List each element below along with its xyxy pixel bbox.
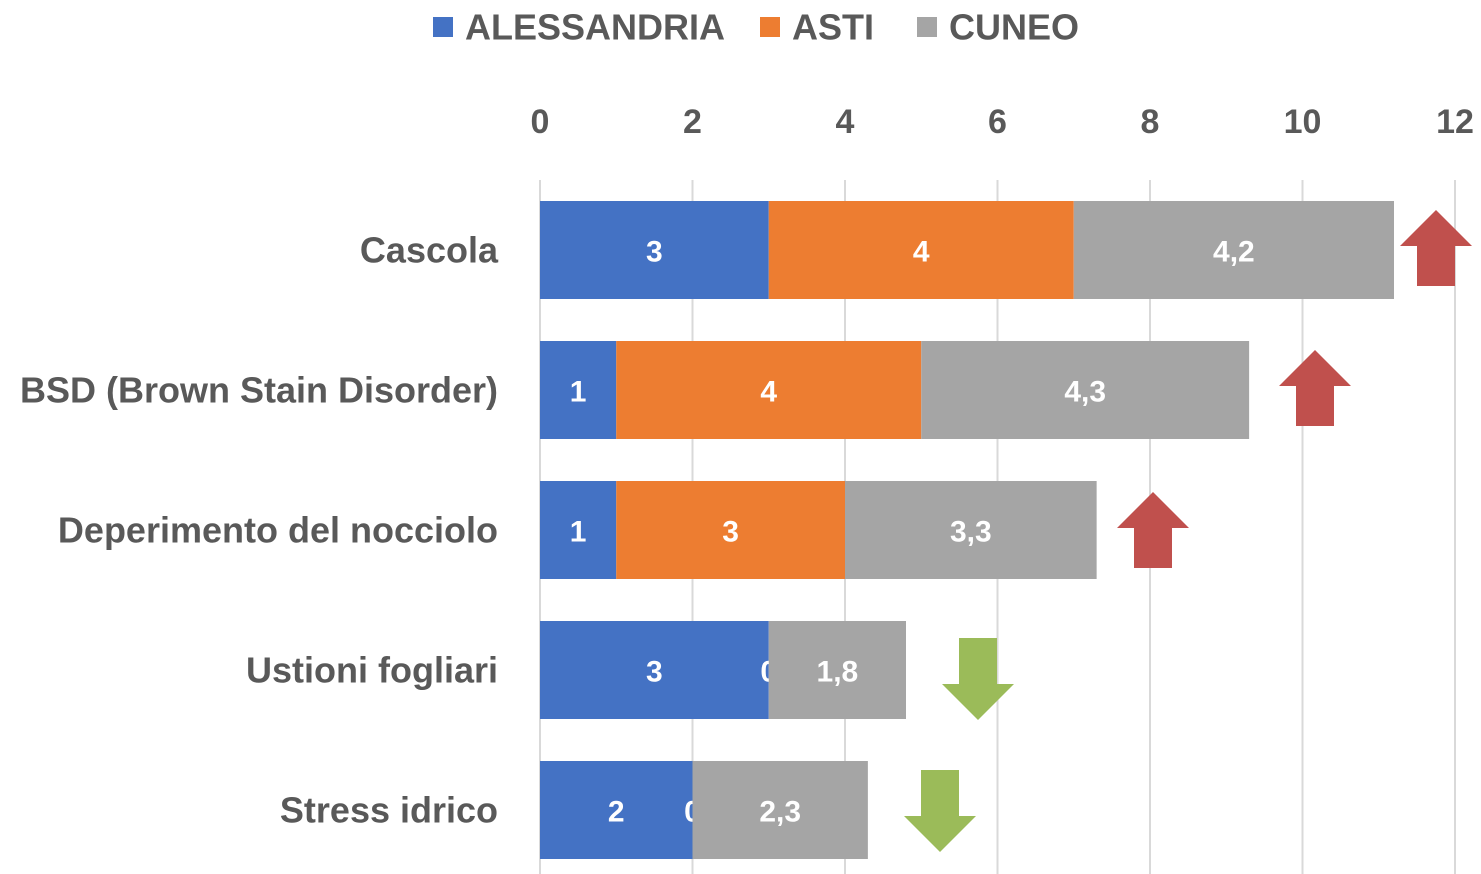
data-label: 1 (570, 376, 587, 409)
data-label: 4 (760, 376, 777, 409)
bar-segment (768, 201, 1074, 299)
category-label: Cascola (360, 230, 499, 271)
arrow-up (1117, 492, 1189, 568)
data-label: 4 (913, 236, 930, 269)
bar-segment (616, 481, 845, 579)
bar-segment (540, 201, 769, 299)
category-label: Stress idrico (280, 790, 498, 831)
bar-segment (616, 341, 922, 439)
data-label: 2,3 (759, 796, 801, 829)
arrow-up (1279, 350, 1351, 426)
data-label: 1,8 (817, 656, 859, 689)
x-tick-label: 6 (988, 103, 1007, 141)
data-label: 4,2 (1213, 236, 1255, 269)
data-label: 4,3 (1064, 376, 1106, 409)
bar-segment (540, 761, 693, 859)
trend-arrows (904, 210, 1472, 852)
bar-segment (540, 341, 617, 439)
bar-segment (540, 621, 769, 719)
category-label: Ustioni fogliari (246, 650, 498, 691)
x-tick-label: 8 (1141, 103, 1160, 141)
x-tick-label: 4 (836, 103, 855, 141)
legend-label: CUNEO (949, 7, 1079, 48)
arrow-up (1400, 210, 1472, 286)
data-label: 3 (722, 516, 739, 549)
data-label: 2 (608, 796, 625, 829)
legend-label: ASTI (792, 7, 874, 48)
data-label: 3 (646, 236, 663, 269)
bar-segment (692, 761, 868, 859)
data-label: 3,3 (950, 516, 992, 549)
legend-label: ALESSANDRIA (465, 7, 725, 48)
x-tick-label: 12 (1436, 103, 1474, 141)
x-tick-label: 10 (1284, 103, 1322, 141)
bar-segment (1073, 201, 1394, 299)
bar-segment (540, 481, 617, 579)
bar-segment (921, 341, 1250, 439)
legend-swatch (917, 17, 937, 37)
legend-swatch (760, 17, 780, 37)
legend-swatch (433, 17, 453, 37)
data-label: 3 (646, 656, 663, 689)
category-label: Deperimento del nocciolo (58, 510, 498, 551)
category-label: BSD (Brown Stain Disorder) (20, 370, 498, 411)
arrow-down (904, 770, 976, 852)
arrow-down (942, 638, 1014, 720)
bar-segment (845, 481, 1097, 579)
bar-segment (768, 621, 906, 719)
x-tick-label: 0 (531, 103, 550, 141)
x-tick-label: 2 (683, 103, 702, 141)
data-label: 1 (570, 516, 587, 549)
